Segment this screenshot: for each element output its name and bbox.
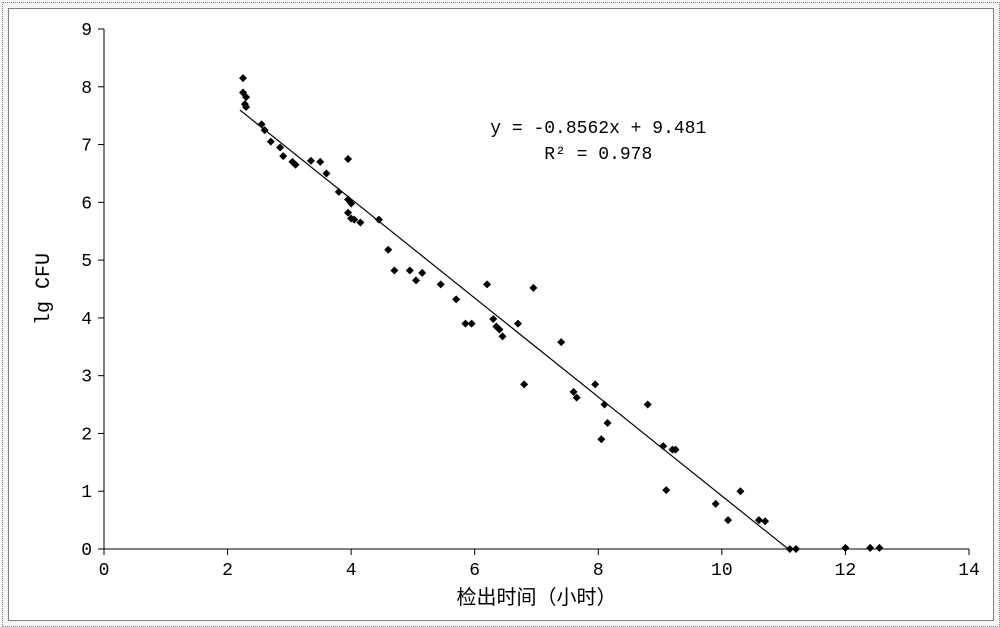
- data-point: [267, 138, 275, 146]
- data-point: [489, 315, 497, 323]
- y-tick-label: 6: [81, 194, 92, 214]
- y-tick-label: 7: [81, 137, 92, 157]
- x-tick-label: 12: [835, 561, 857, 581]
- y-tick-label: 1: [81, 483, 92, 503]
- equation-annotation: y = -0.8562x + 9.481: [490, 119, 706, 139]
- data-point: [712, 500, 720, 508]
- chart-frame: 024681012140123456789检出时间（小时）lg CFUy = -…: [8, 8, 994, 621]
- data-point: [468, 320, 476, 328]
- x-tick-label: 10: [711, 561, 733, 581]
- data-point: [316, 158, 324, 166]
- data-point: [335, 188, 343, 196]
- data-point: [239, 74, 247, 82]
- data-point: [597, 435, 605, 443]
- data-point: [375, 216, 383, 224]
- x-tick-label: 0: [99, 561, 110, 581]
- data-point: [604, 419, 612, 427]
- data-point: [557, 338, 565, 346]
- data-point: [384, 246, 392, 254]
- data-point: [724, 516, 732, 524]
- y-tick-label: 5: [81, 252, 92, 272]
- data-point: [390, 267, 398, 275]
- data-point: [520, 380, 528, 388]
- data-point: [279, 152, 287, 160]
- y-tick-label: 3: [81, 368, 92, 388]
- x-tick-label: 4: [346, 561, 357, 581]
- data-point: [529, 284, 537, 292]
- data-point: [659, 442, 667, 450]
- data-point: [307, 157, 315, 165]
- data-point: [452, 295, 460, 303]
- data-point: [736, 487, 744, 495]
- data-point: [406, 267, 414, 275]
- data-point: [761, 517, 769, 525]
- data-point: [792, 545, 800, 553]
- y-tick-label: 9: [81, 21, 92, 41]
- data-point: [483, 280, 491, 288]
- regression-line: [240, 110, 790, 550]
- r-squared-annotation: R² = 0.978: [544, 145, 652, 165]
- data-point: [322, 169, 330, 177]
- scatter-chart: 024681012140123456789检出时间（小时）lg CFUy = -…: [9, 9, 993, 620]
- data-point: [412, 276, 420, 284]
- data-point: [591, 380, 599, 388]
- x-axis-title: 检出时间（小时）: [457, 586, 617, 611]
- x-tick-label: 8: [593, 561, 604, 581]
- y-axis-title: lg CFU: [33, 253, 56, 325]
- data-point: [437, 280, 445, 288]
- data-point: [600, 401, 608, 409]
- y-tick-label: 2: [81, 425, 92, 445]
- data-point: [866, 544, 874, 552]
- x-tick-label: 2: [222, 561, 233, 581]
- data-point: [644, 401, 652, 409]
- x-tick-label: 14: [958, 561, 980, 581]
- data-point: [875, 544, 883, 552]
- data-point: [662, 486, 670, 494]
- data-point: [344, 155, 352, 163]
- y-tick-label: 0: [81, 541, 92, 561]
- y-tick-label: 8: [81, 79, 92, 99]
- y-tick-label: 4: [81, 310, 92, 330]
- x-tick-label: 6: [469, 561, 480, 581]
- data-point: [418, 269, 426, 277]
- data-point: [841, 544, 849, 552]
- data-point: [499, 332, 507, 340]
- data-point: [514, 320, 522, 328]
